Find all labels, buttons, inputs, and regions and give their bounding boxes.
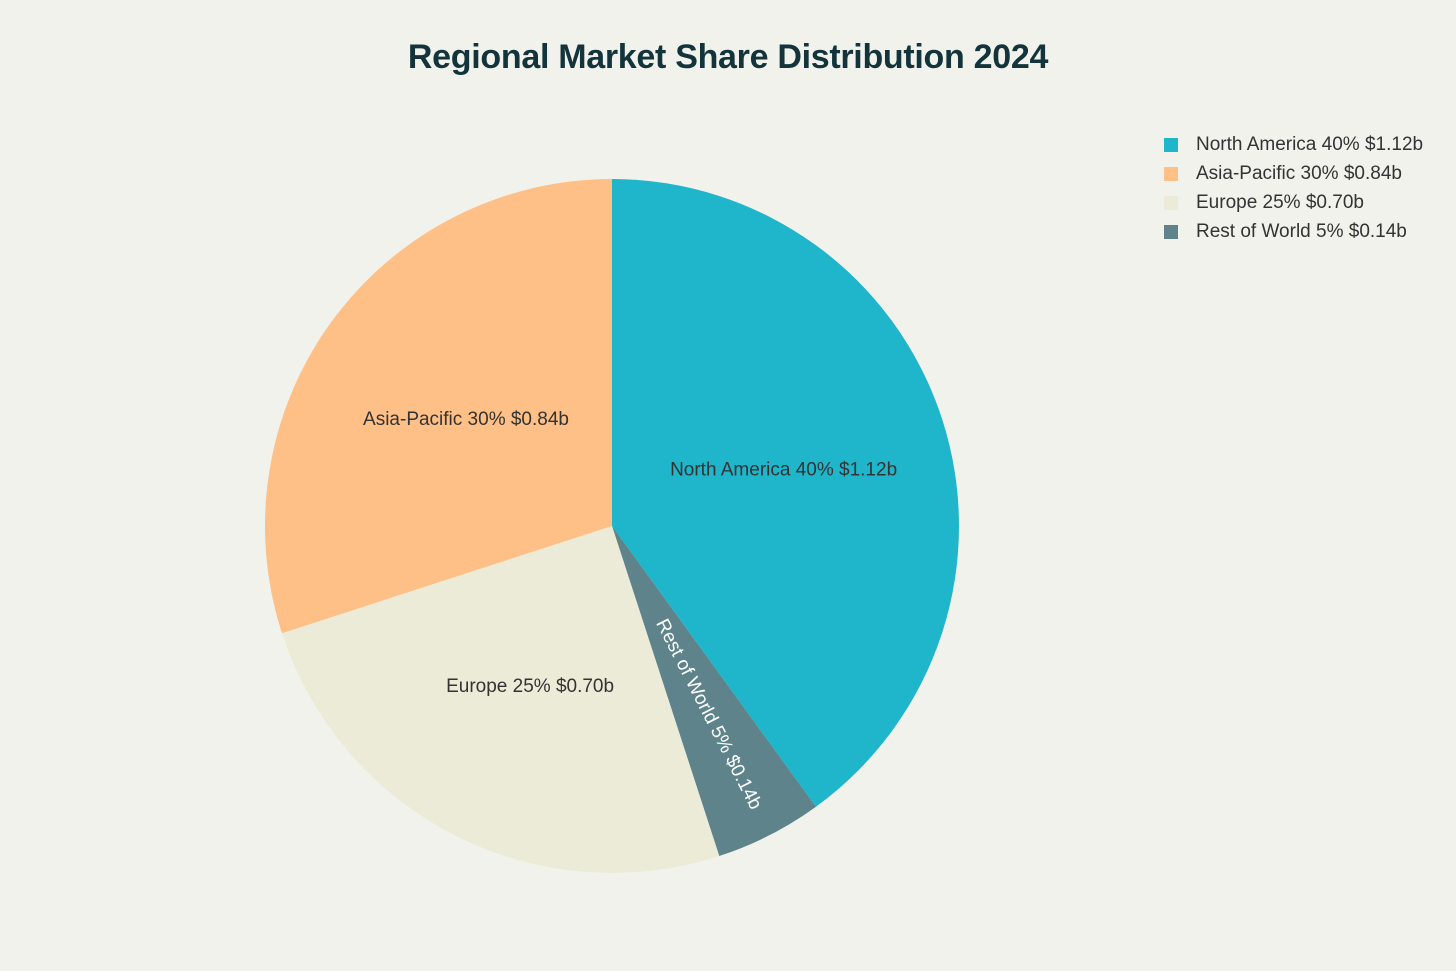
- legend-swatch-north-america: [1164, 137, 1178, 152]
- legend-label-europe: Europe 25% $0.70b: [1196, 191, 1364, 213]
- pie-slices: [264, 179, 960, 873]
- legend-swatch-europe: [1164, 195, 1178, 210]
- legend-item-north-america[interactable]: North America 40% $1.12b: [1164, 130, 1454, 159]
- chart-title: Regional Market Share Distribution 2024: [407, 38, 1049, 76]
- pie-slice-asia-pacific[interactable]: [264, 179, 612, 634]
- pie-slice-rest-of-world[interactable]: [612, 526, 816, 857]
- legend-swatch-rest-of-world: [1164, 224, 1178, 239]
- legend-label-asia-pacific: Asia-Pacific 30% $0.84b: [1196, 162, 1402, 184]
- pie-slice-europe[interactable]: [281, 526, 720, 873]
- legend: North America 40% $1.12b Asia-Pacific 30…: [1164, 130, 1454, 246]
- slice-label-north-america: North America 40% $1.12b: [670, 459, 897, 480]
- pie-slice-north-america[interactable]: [612, 179, 960, 807]
- slice-label-asia-pacific: Asia-Pacific 30% $0.84b: [363, 409, 569, 430]
- legend-label-rest-of-world: Rest of World 5% $0.14b: [1196, 220, 1407, 242]
- legend-item-asia-pacific[interactable]: Asia-Pacific 30% $0.84b: [1164, 159, 1454, 188]
- legend-swatch-asia-pacific: [1164, 166, 1178, 181]
- legend-label-north-america: North America 40% $1.12b: [1196, 133, 1424, 155]
- slice-label-europe: Europe 25% $0.70b: [446, 676, 614, 697]
- legend-item-rest-of-world[interactable]: Rest of World 5% $0.14b: [1164, 217, 1454, 246]
- legend-item-europe[interactable]: Europe 25% $0.70b: [1164, 188, 1454, 217]
